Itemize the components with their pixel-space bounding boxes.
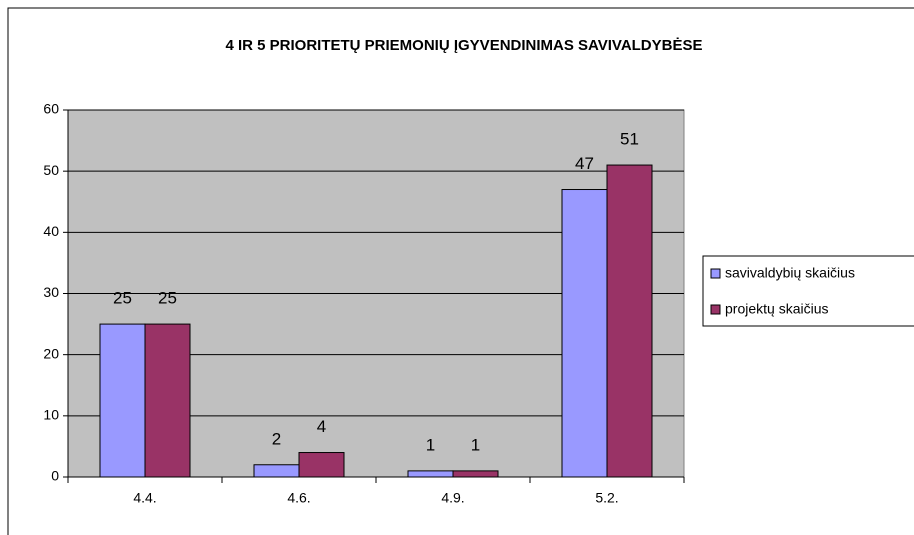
legend-swatch	[710, 304, 721, 315]
data-label: 25	[113, 289, 132, 308]
y-tick-label: 20	[43, 345, 59, 361]
bar	[298, 452, 345, 478]
x-tick-label: 4.9.	[441, 490, 464, 506]
data-label: 1	[426, 435, 435, 454]
bar	[407, 470, 454, 478]
data-label: 25	[158, 289, 177, 308]
data-label: 1	[471, 435, 480, 454]
data-label: 51	[620, 130, 639, 149]
legend-box	[702, 255, 914, 327]
y-tick-label: 50	[43, 162, 59, 178]
bar	[99, 323, 146, 478]
bar	[452, 470, 499, 478]
bar	[253, 464, 300, 478]
chart-title: 4 IR 5 PRIORITETŲ PRIEMONIŲ ĮGYVENDINIMA…	[225, 37, 702, 54]
data-label: 4	[317, 417, 326, 436]
legend-swatch	[710, 268, 721, 279]
data-label: 2	[272, 429, 281, 448]
legend-label: savivaldybių skaičius	[725, 265, 855, 281]
data-label: 47	[575, 154, 594, 173]
x-tick-label: 4.4.	[133, 490, 156, 506]
x-tick-label: 4.6.	[287, 490, 310, 506]
bar	[144, 323, 191, 478]
y-tick-label: 10	[43, 407, 59, 423]
bar	[606, 164, 653, 478]
x-tick-label: 5.2.	[595, 490, 618, 506]
y-tick-label: 40	[43, 223, 59, 239]
legend-label: projektų skaičius	[725, 301, 829, 317]
bar	[561, 189, 608, 478]
y-tick-label: 0	[51, 468, 59, 484]
y-tick-label: 60	[43, 101, 59, 117]
y-tick-label: 30	[43, 284, 59, 300]
